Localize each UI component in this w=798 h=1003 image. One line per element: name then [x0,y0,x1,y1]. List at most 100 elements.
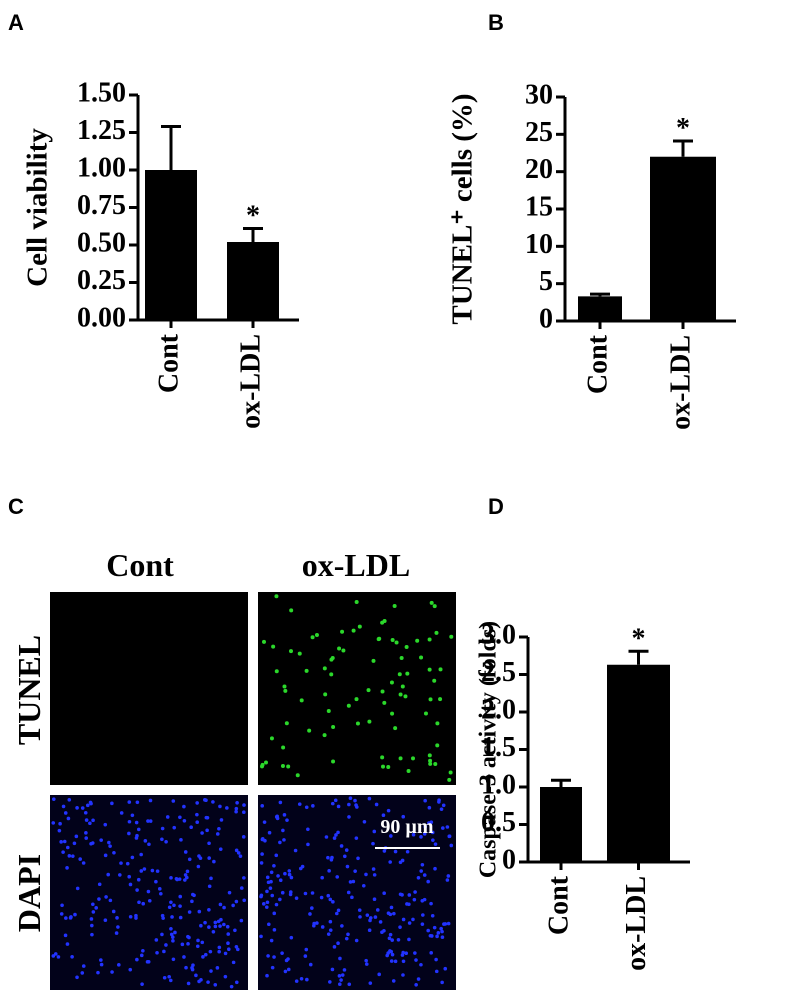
cell [400,893,404,897]
cell [378,920,383,924]
cell [288,890,293,894]
cell [281,745,286,750]
column-label: Cont [106,547,174,583]
cell [320,925,325,929]
cell [128,914,133,919]
cell [310,635,315,640]
cell [347,982,352,987]
cell [225,806,229,810]
cell [242,898,247,903]
cell [139,869,144,873]
cell [174,877,179,881]
cell [303,954,308,958]
cell [439,926,443,931]
cell [135,888,139,892]
cell [205,815,210,820]
cell [416,977,421,981]
cell [183,850,188,854]
cell [328,897,333,902]
bar [227,242,279,320]
cell [323,692,328,697]
cell [441,803,446,808]
cell [310,906,314,910]
cell [346,890,351,895]
cell [342,854,347,859]
cell [401,814,406,819]
cell [312,921,316,926]
cell [403,694,408,699]
y-tick-label: 1.25 [77,115,126,146]
y-tick-label: 0.75 [77,190,126,221]
y-tick-label: 0.5 [481,807,516,838]
cell [269,736,274,741]
cell [60,903,64,908]
cell [103,853,108,858]
error-bar [673,139,693,157]
cell [182,818,187,823]
cell [285,818,289,822]
cell [304,805,309,810]
cell [297,802,302,806]
cell [172,825,177,830]
cell [438,697,443,702]
significance-mark: * [632,623,646,654]
cell [282,813,287,817]
cell [382,849,387,853]
cell [207,908,211,912]
cell [67,797,72,802]
cell [203,798,207,802]
cell [242,876,246,880]
cell [319,895,324,900]
cell [355,721,360,726]
cell [97,897,101,901]
cell [354,600,359,605]
cell [268,886,273,891]
cell [304,668,309,673]
cell [134,913,138,918]
cell [289,875,294,880]
cell [134,836,139,840]
cell [130,813,135,818]
cell [141,948,145,953]
cell [415,638,420,643]
cell [207,884,212,889]
cell [299,976,304,981]
cell [212,859,216,864]
cell [185,869,190,874]
cell [209,969,213,973]
cell [167,905,172,910]
cell [335,911,339,916]
cell [219,818,224,822]
cell [407,893,412,897]
cell [353,869,357,873]
y-tick-label: 1.5 [481,732,516,763]
cell [331,724,336,729]
cell [99,838,103,842]
cell [267,830,272,835]
y-tick-label: 10 [525,229,553,260]
cell [445,878,450,882]
cell [404,644,409,649]
cell [200,940,205,945]
cell [354,697,359,702]
cell [392,911,396,916]
cell [267,922,271,927]
cell [53,952,58,956]
cell [372,873,377,877]
cell [392,603,397,608]
cell [287,872,292,877]
cell [432,925,437,930]
cell [372,897,377,901]
cell [436,931,441,935]
cell [388,860,392,864]
cell [218,924,222,928]
cell [180,942,185,947]
cell [414,958,418,962]
cell [446,874,451,878]
cell [127,800,132,804]
cell [182,955,186,959]
cell [186,942,190,946]
cell [399,655,404,660]
cell [427,753,432,758]
cell [405,849,410,854]
